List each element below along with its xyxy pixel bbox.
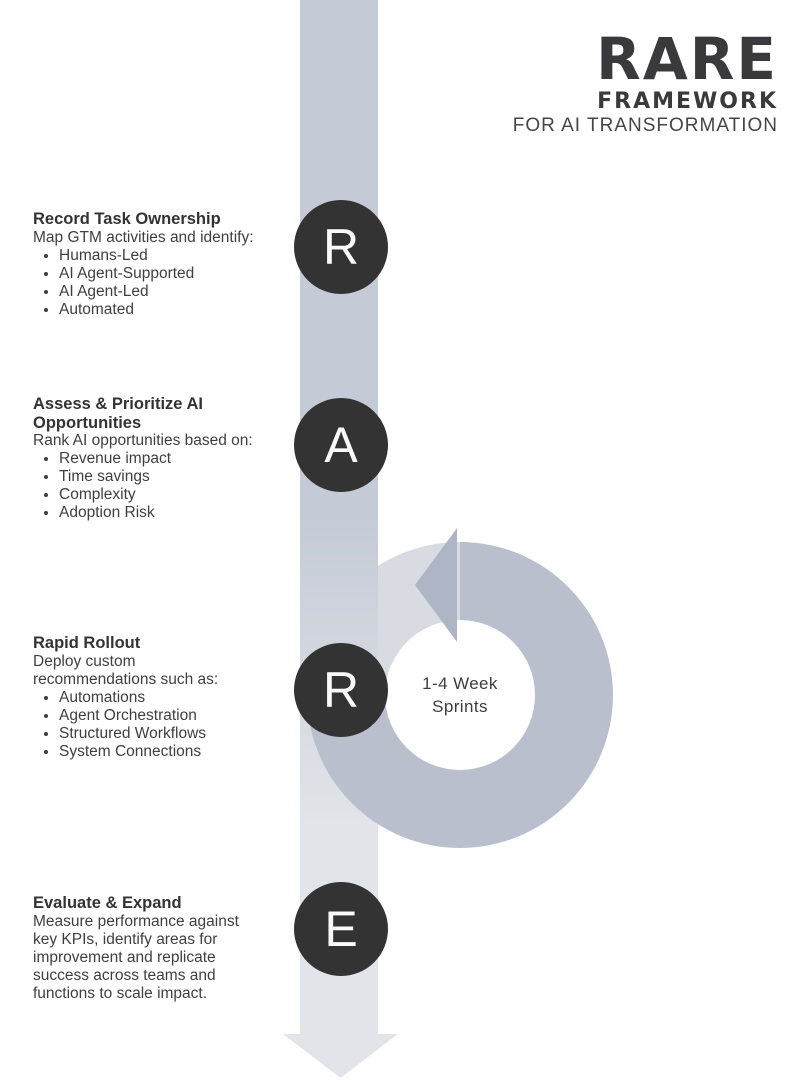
bullet-item: System Connections [59, 743, 245, 761]
bullet-item: Revenue impact [59, 450, 305, 468]
bullet-item: Structured Workflows [59, 725, 245, 743]
step-intro: Map GTM activities and identify: [33, 228, 254, 246]
step-heading: Evaluate & Expand [33, 894, 182, 912]
step-text-evaluate: Evaluate & Expand Measure performance ag… [33, 894, 255, 1003]
step-node-record: R [294, 200, 388, 294]
down-arrow-icon [283, 1034, 398, 1078]
bullet-item: AI Agent-Supported [59, 265, 305, 283]
bullet-item: Complexity [59, 486, 305, 504]
step-heading: Assess & Prioritize AI Opportunities [33, 395, 203, 432]
step-intro: Deploy custom recommendations such as: [33, 652, 219, 688]
step-node-rollout: R [294, 643, 388, 737]
bullet-item: Adoption Risk [59, 504, 305, 522]
page-tagline: FOR AI TRANSFORMATION [512, 115, 778, 136]
step-node-letter: R [322, 219, 360, 275]
step-intro: Rank AI opportunities based on: [33, 432, 253, 449]
step-text-record: Record Task Ownership Map GTM activities… [33, 210, 305, 319]
step-text-rollout: Rapid Rollout Deploy custom recommendati… [33, 634, 245, 761]
step-node-letter: R [322, 662, 360, 718]
step-node-letter: E [324, 901, 358, 957]
step-heading: Record Task Ownership [33, 210, 221, 228]
step-text-assess: Assess & Prioritize AI Opportunities Ran… [33, 395, 305, 522]
page-subtitle: FRAMEWORK [597, 89, 778, 114]
sprint-cycle-center: 1-4 Week Sprints [385, 620, 535, 770]
step-heading: Rapid Rollout [33, 634, 141, 652]
sprint-cycle-label: 1-4 Week Sprints [422, 674, 498, 716]
bullet-item: Automated [59, 301, 305, 319]
step-bullet-list: Revenue impact Time savings Complexity A… [33, 450, 305, 522]
step-bullet-list: Automations Agent Orchestration Structur… [33, 689, 245, 761]
step-node-evaluate: E [294, 882, 388, 976]
bullet-item: Humans-Led [59, 247, 305, 265]
timeline-band [300, 0, 378, 1034]
step-bullet-list: Humans-Led AI Agent-Supported AI Agent-L… [33, 247, 305, 319]
step-node-assess: A [294, 398, 388, 492]
step-intro: Measure performance against key KPIs, id… [33, 912, 239, 1002]
title-block: RARE FRAMEWORK FOR AI TRANSFORMATION [512, 25, 778, 136]
bullet-item: Automations [59, 689, 245, 707]
step-node-letter: A [324, 417, 358, 473]
bullet-item: AI Agent-Led [59, 283, 305, 301]
page-title: RARE [596, 25, 778, 93]
bullet-item: Time savings [59, 468, 305, 486]
bullet-item: Agent Orchestration [59, 707, 245, 725]
